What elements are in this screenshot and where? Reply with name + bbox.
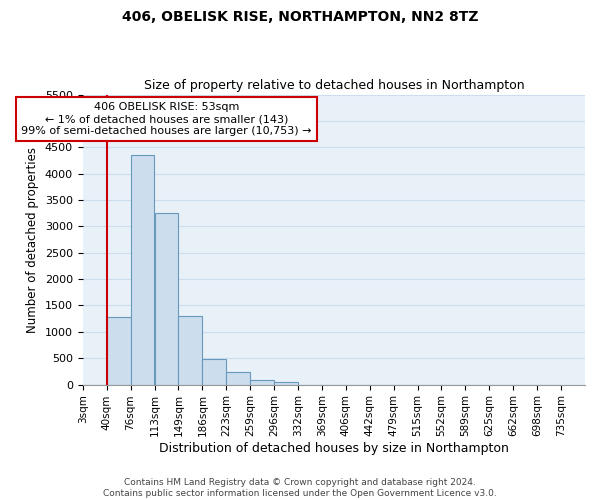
Bar (226, 372, 250, 384)
Y-axis label: Number of detached properties: Number of detached properties (26, 146, 40, 332)
Text: Contains HM Land Registry data © Crown copyright and database right 2024.
Contai: Contains HM Land Registry data © Crown c… (103, 478, 497, 498)
Bar (178, 316, 202, 384)
Bar (202, 359, 226, 384)
Text: 406, OBELISK RISE, NORTHAMPTON, NN2 8TZ: 406, OBELISK RISE, NORTHAMPTON, NN2 8TZ (122, 10, 478, 24)
X-axis label: Distribution of detached houses by size in Northampton: Distribution of detached houses by size … (159, 442, 509, 455)
Text: 406 OBELISK RISE: 53sqm  
← 1% of detached houses are smaller (143)
99% of semi-: 406 OBELISK RISE: 53sqm ← 1% of detached… (21, 102, 312, 136)
Bar (107, 317, 131, 384)
Title: Size of property relative to detached houses in Northampton: Size of property relative to detached ho… (143, 79, 524, 92)
Bar (250, 380, 274, 384)
Bar (155, 213, 178, 384)
Bar (274, 382, 298, 384)
Bar (131, 155, 154, 384)
